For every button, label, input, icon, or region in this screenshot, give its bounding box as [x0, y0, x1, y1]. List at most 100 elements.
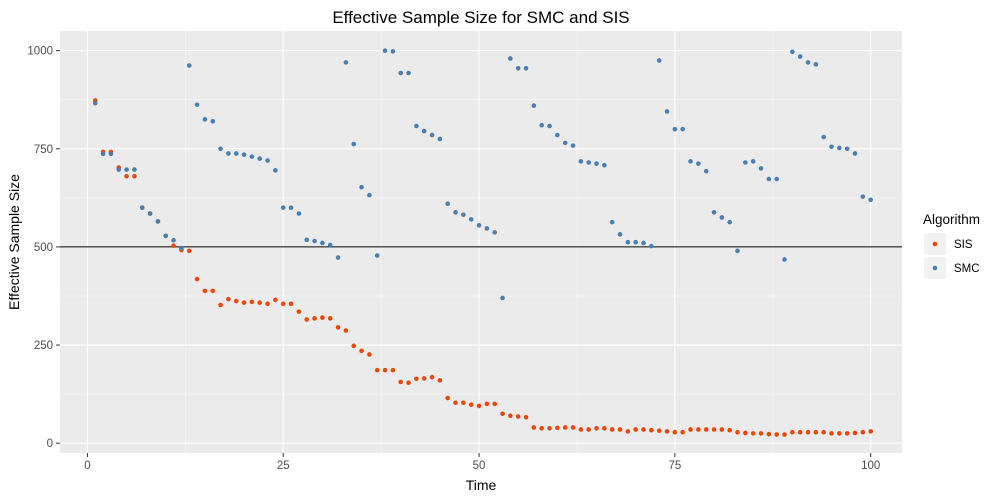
point-smc	[758, 166, 764, 171]
point-smc	[367, 192, 372, 198]
x-tick-label: 75	[668, 460, 681, 472]
point-smc	[218, 146, 223, 152]
point-smc	[108, 151, 114, 157]
point-smc	[147, 211, 153, 216]
point-smc	[351, 141, 357, 147]
point-sis	[218, 302, 223, 308]
point-sis	[476, 403, 482, 409]
point-sis	[805, 429, 811, 435]
point-smc	[719, 215, 725, 220]
point-sis	[500, 411, 505, 417]
point-sis	[374, 367, 380, 373]
point-sis	[453, 400, 458, 406]
point-sis	[327, 316, 333, 321]
point-smc	[727, 219, 732, 225]
point-sis	[829, 431, 834, 436]
point-sis	[461, 400, 466, 406]
point-smc	[782, 257, 787, 262]
point-sis	[758, 431, 764, 436]
point-sis	[539, 425, 545, 431]
point-sis	[359, 348, 364, 354]
point-smc	[453, 210, 458, 215]
point-smc	[226, 151, 231, 156]
point-smc	[766, 176, 772, 182]
point-sis	[774, 432, 779, 437]
point-smc	[805, 60, 811, 65]
point-sis	[711, 427, 717, 432]
point-sis	[265, 301, 270, 307]
point-sis	[837, 431, 842, 436]
point-sis	[555, 425, 560, 431]
point-sis	[625, 429, 631, 434]
point-smc	[249, 154, 255, 159]
point-sis	[672, 429, 678, 435]
point-smc	[696, 161, 701, 166]
point-smc	[194, 102, 200, 108]
point-smc	[445, 201, 451, 207]
point-sis	[852, 430, 858, 436]
y-tick-label: 750	[34, 144, 53, 156]
point-smc	[233, 151, 239, 156]
point-sis	[132, 173, 137, 179]
point-sis	[210, 288, 216, 294]
point-sis	[719, 427, 725, 432]
point-smc	[680, 126, 685, 132]
point-smc	[476, 223, 482, 228]
point-sis	[609, 427, 615, 432]
point-smc	[320, 240, 325, 246]
y-axis-title: Effective Sample Size	[6, 174, 22, 310]
point-sis	[688, 427, 693, 432]
point-sis	[257, 300, 263, 305]
point-sis	[171, 243, 176, 249]
point-sis	[468, 402, 474, 408]
point-sis	[312, 316, 317, 321]
point-smc	[555, 132, 560, 138]
point-smc	[633, 239, 638, 245]
point-smc	[265, 158, 270, 163]
point-sis	[750, 431, 756, 436]
point-smc	[280, 205, 286, 210]
point-smc	[492, 230, 498, 235]
point-sis	[523, 414, 529, 420]
point-sis	[304, 317, 310, 322]
x-tick-label: 0	[84, 460, 90, 472]
y-tick-label: 500	[34, 242, 53, 254]
point-smc	[335, 255, 341, 260]
point-smc	[523, 65, 529, 71]
point-sis	[367, 352, 372, 357]
point-smc	[515, 65, 521, 71]
point-sis	[398, 379, 404, 385]
legend-key-sis	[932, 241, 938, 247]
point-sis	[641, 427, 646, 432]
point-smc	[735, 248, 740, 254]
point-smc	[171, 237, 176, 243]
point-sis	[382, 367, 388, 373]
point-smc	[304, 237, 310, 243]
point-sis	[280, 301, 286, 307]
point-sis	[288, 301, 294, 307]
point-smc	[288, 205, 294, 210]
point-smc	[813, 62, 819, 67]
point-smc	[837, 145, 842, 151]
point-sis	[782, 432, 787, 437]
grid-lines	[60, 31, 902, 453]
x-axis: 0 25 50 75 100	[84, 453, 880, 472]
point-sis	[790, 429, 795, 435]
point-smc	[155, 219, 161, 224]
point-smc	[500, 295, 505, 301]
point-sis	[241, 300, 247, 305]
point-sis	[406, 380, 411, 386]
point-sis	[633, 427, 638, 432]
point-smc	[609, 219, 615, 225]
point-smc	[711, 210, 717, 215]
point-sis	[531, 425, 537, 430]
point-sis	[249, 299, 255, 305]
point-sis	[429, 374, 435, 380]
point-smc	[210, 118, 216, 124]
point-smc	[852, 151, 858, 156]
point-smc	[132, 167, 137, 172]
point-smc	[531, 103, 537, 108]
point-sis	[844, 431, 850, 436]
point-smc	[774, 176, 779, 182]
